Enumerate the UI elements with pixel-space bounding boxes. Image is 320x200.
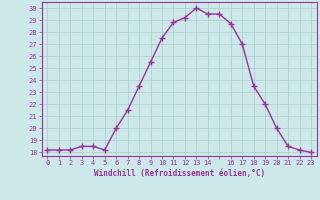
X-axis label: Windchill (Refroidissement éolien,°C): Windchill (Refroidissement éolien,°C) — [94, 169, 265, 178]
